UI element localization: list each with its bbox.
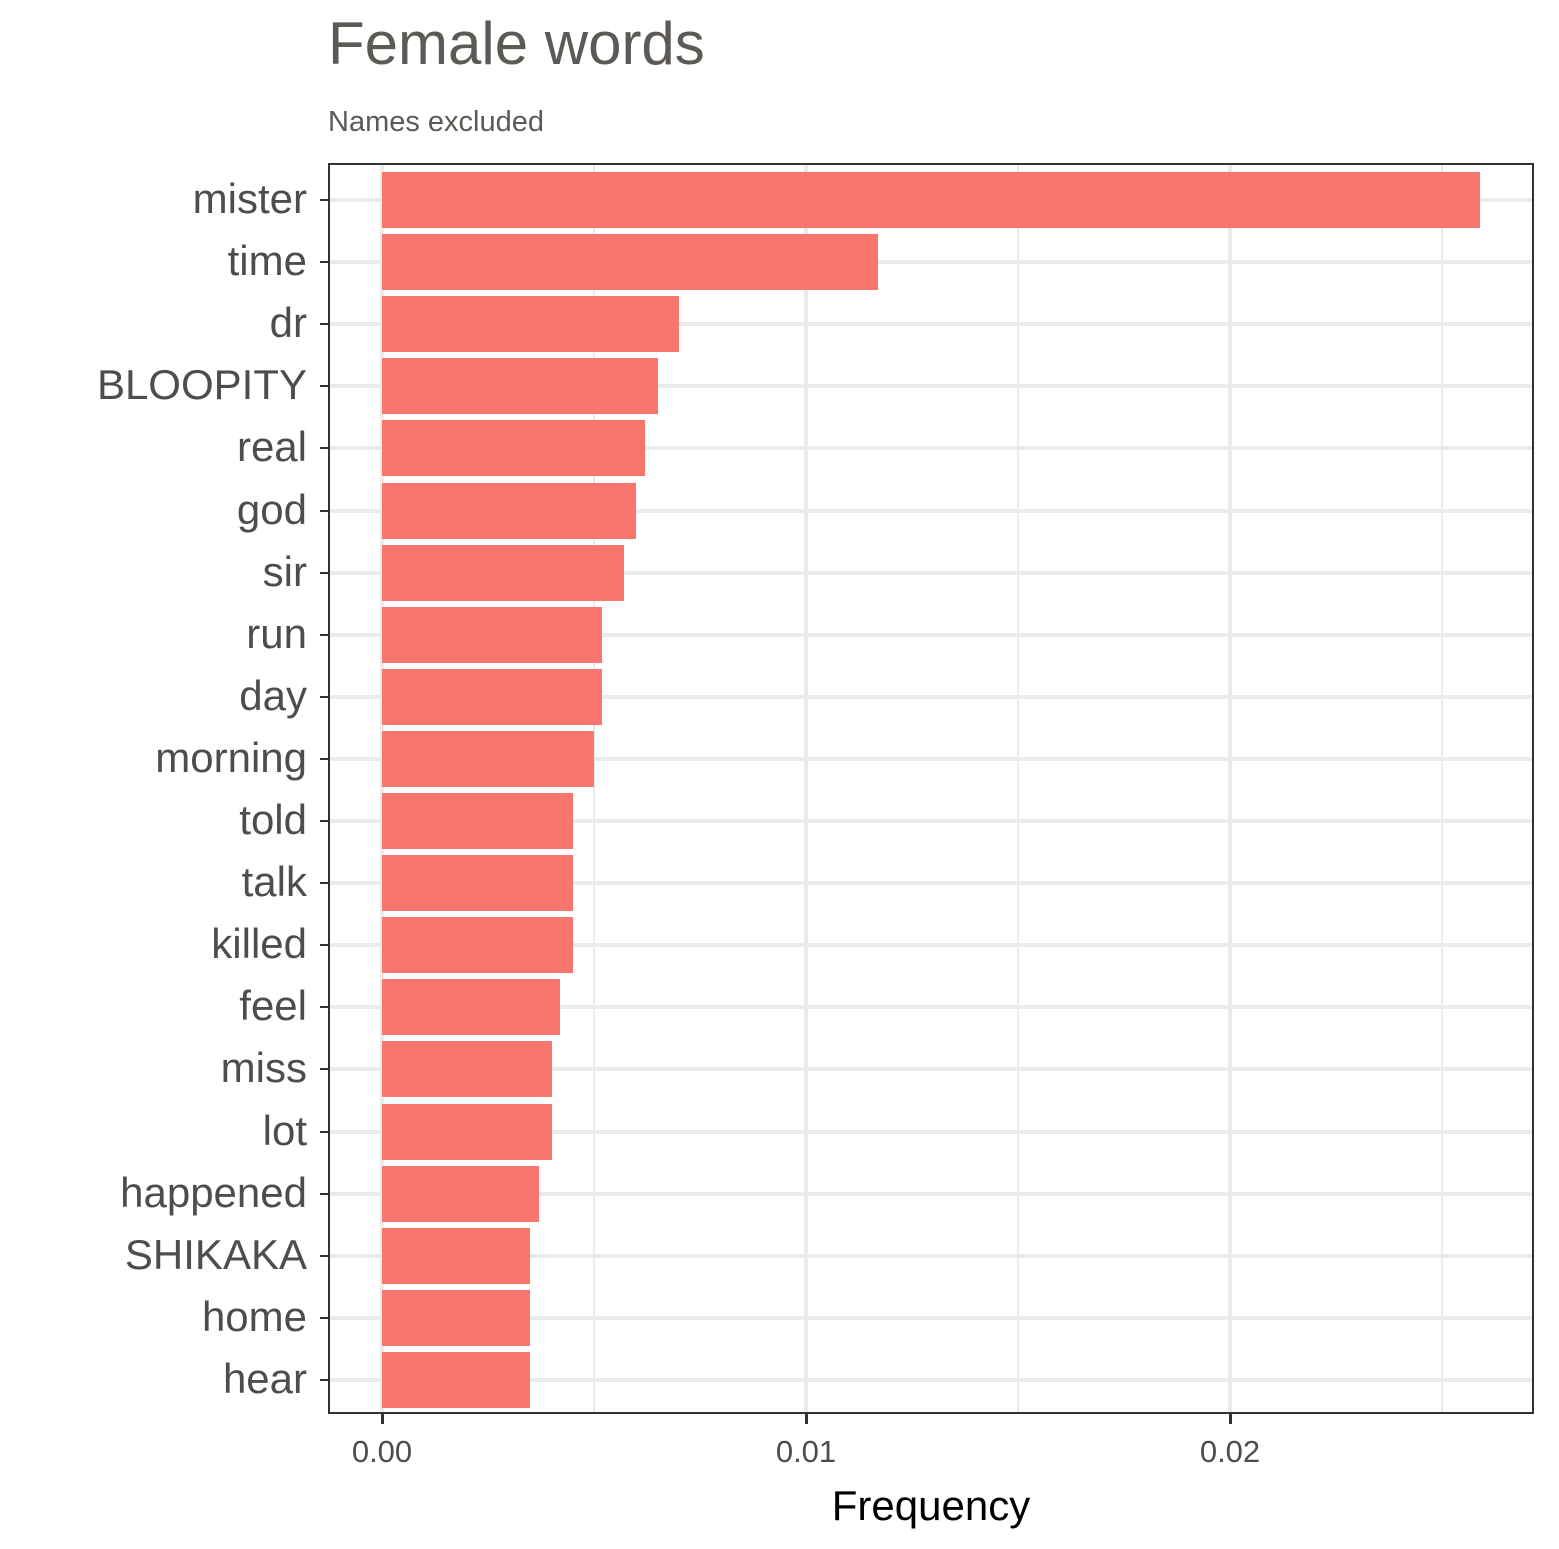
bar-happened — [382, 1165, 539, 1222]
bar-feel — [382, 979, 561, 1036]
bar-morning — [382, 730, 594, 787]
x-tick-mark — [1228, 1414, 1232, 1424]
major-gridline-y — [330, 508, 1532, 513]
major-gridline-y — [330, 694, 1532, 699]
y-tick-mark — [320, 882, 328, 885]
y-tick-label: miss — [220, 1044, 307, 1092]
y-tick-mark — [320, 447, 328, 450]
plot-panel — [328, 163, 1534, 1414]
y-tick-label: BLOOPITY — [96, 361, 307, 409]
bar-told — [382, 793, 573, 849]
major-gridline-y — [330, 1377, 1532, 1382]
bar-dr — [382, 296, 679, 353]
bar-mister — [382, 172, 1481, 228]
major-gridline-y — [330, 570, 1532, 575]
y-tick-mark — [320, 385, 328, 388]
y-tick-label: told — [239, 796, 307, 843]
major-gridline-y — [330, 322, 1532, 327]
y-tick-mark — [320, 1254, 328, 1257]
major-gridline-y — [330, 1191, 1532, 1196]
y-tick-mark — [320, 695, 328, 698]
y-tick-label: happened — [120, 1168, 307, 1216]
bar-time — [382, 234, 879, 291]
major-gridline-x — [380, 165, 384, 1412]
minor-gridline-x — [1441, 165, 1443, 1412]
y-tick-label: home — [201, 1292, 307, 1340]
bar-miss — [382, 1041, 552, 1098]
y-tick-label: sir — [262, 547, 307, 595]
x-axis-title: Frequency — [831, 1482, 1031, 1529]
y-tick-label: feel — [239, 982, 307, 1030]
y-tick-mark — [320, 1378, 328, 1381]
bar-day — [382, 668, 603, 725]
major-gridline-y — [330, 943, 1532, 948]
bar-sir — [382, 544, 624, 601]
y-tick-mark — [320, 509, 328, 512]
y-tick-label: lot — [262, 1106, 307, 1154]
major-gridline-y — [330, 819, 1532, 823]
minor-gridline-x — [1017, 165, 1019, 1412]
x-tick-mark — [804, 1414, 808, 1424]
y-tick-label: run — [246, 609, 307, 657]
y-tick-mark — [320, 571, 328, 574]
y-tick-mark — [320, 633, 328, 636]
y-tick-mark — [320, 1316, 328, 1319]
major-gridline-y — [330, 1067, 1532, 1072]
bar-bloopity — [382, 358, 658, 415]
y-tick-mark — [320, 1192, 328, 1195]
y-tick-label: mister — [192, 175, 307, 222]
major-gridline-y — [330, 1129, 1532, 1134]
y-tick-label: day — [239, 671, 307, 719]
x-tick-label: 0.02 — [1199, 1434, 1261, 1469]
major-gridline-x — [1228, 165, 1232, 1412]
bar-shikaka — [382, 1227, 531, 1284]
bar-god — [382, 482, 637, 539]
bar-killed — [382, 917, 573, 974]
major-gridline-y — [330, 1253, 1532, 1258]
y-tick-mark — [320, 1130, 328, 1133]
y-tick-label: SHIKAKA — [124, 1230, 307, 1278]
chart-title: Female words — [328, 10, 705, 77]
major-gridline-y — [330, 632, 1532, 637]
major-gridline-y — [330, 384, 1532, 389]
y-tick-mark — [320, 199, 328, 201]
bar-talk — [382, 855, 573, 912]
chart-subtitle: Names excluded — [328, 106, 544, 138]
major-gridline-y — [330, 1005, 1532, 1010]
y-tick-mark — [320, 1006, 328, 1009]
bar-lot — [382, 1103, 552, 1160]
bar-real — [382, 420, 645, 477]
minor-gridline-x — [593, 165, 595, 1412]
x-tick-mark — [380, 1414, 384, 1424]
major-gridline-x — [804, 165, 808, 1412]
bar-run — [382, 606, 603, 663]
y-tick-label: killed — [211, 920, 307, 968]
major-gridline-y — [330, 1315, 1532, 1320]
major-gridline-y — [330, 756, 1532, 761]
y-tick-label: hear — [222, 1354, 307, 1402]
y-tick-mark — [320, 944, 328, 947]
y-tick-label: time — [227, 237, 307, 285]
y-tick-label: god — [236, 485, 307, 533]
major-gridline-y — [330, 446, 1532, 451]
y-tick-label: talk — [241, 858, 307, 906]
y-tick-mark — [320, 261, 328, 264]
y-tick-mark — [320, 323, 328, 326]
x-tick-label: 0.01 — [775, 1434, 837, 1469]
major-gridline-y — [330, 260, 1532, 265]
major-gridline-y — [330, 881, 1532, 886]
y-tick-mark — [320, 1068, 328, 1071]
y-tick-label: morning — [155, 733, 307, 781]
y-tick-mark — [320, 820, 328, 822]
bar-home — [382, 1289, 531, 1346]
y-tick-mark — [320, 757, 328, 760]
y-tick-label: dr — [269, 299, 307, 347]
bar-hear — [382, 1351, 531, 1408]
x-tick-label: 0.00 — [351, 1434, 413, 1469]
y-tick-label: real — [236, 423, 307, 471]
